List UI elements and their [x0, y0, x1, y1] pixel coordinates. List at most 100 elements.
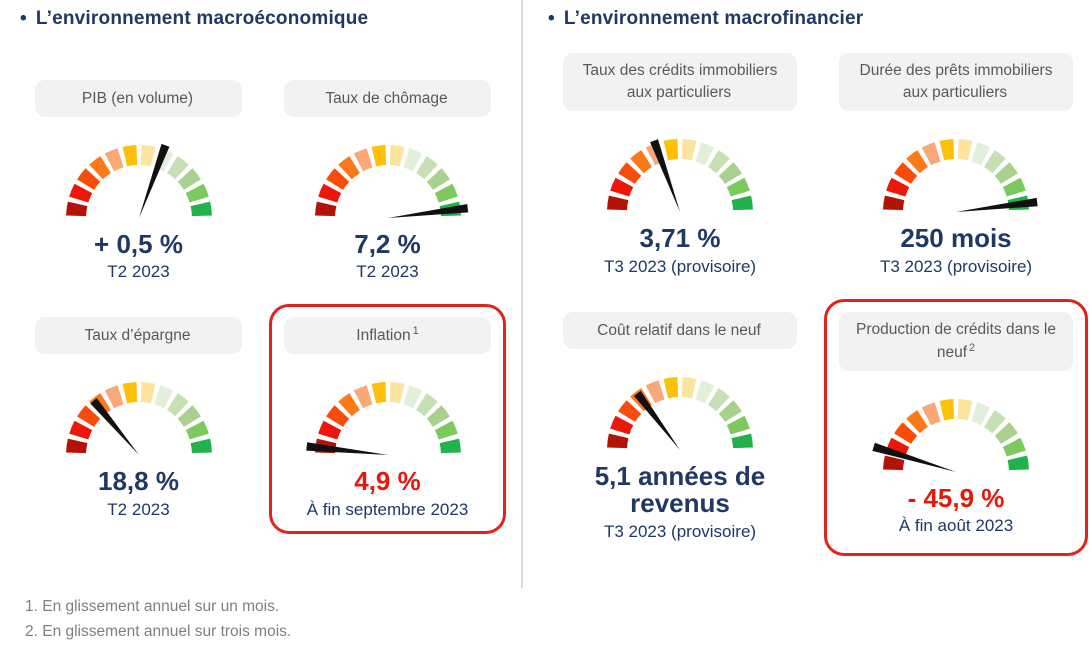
- gauge-segment: [434, 421, 458, 440]
- gauge-segment: [415, 155, 438, 179]
- gauge-inflation: [303, 363, 473, 463]
- indicator-label-text: Durée des prêts immobiliers aux particul…: [859, 61, 1053, 102]
- gauge-segment: [65, 201, 87, 216]
- indicator-label: PIB (en volume): [35, 79, 242, 117]
- gauge-segment: [68, 421, 92, 440]
- gauge-segment: [426, 405, 450, 428]
- gauge-segment: [618, 162, 642, 185]
- gauge-segment: [353, 385, 372, 409]
- gauge-segment: [894, 421, 918, 444]
- indicator-period: T3 2023 (provisoire): [603, 256, 757, 276]
- gauge-segment: [957, 139, 973, 161]
- gauge-segment: [439, 438, 461, 454]
- gauge-segment: [88, 155, 111, 179]
- gauge-segment: [607, 195, 629, 211]
- gauge-segment: [883, 195, 905, 211]
- gauge-needle: [305, 442, 388, 456]
- gauge-cout-relatif: [595, 358, 765, 458]
- gauge-segment: [1002, 437, 1026, 457]
- gauge-segment: [185, 421, 209, 440]
- gauge-segment: [607, 433, 629, 449]
- gauge-segment: [971, 142, 991, 166]
- gauge-segment: [883, 455, 905, 470]
- gauge-segment: [122, 144, 137, 167]
- gauge-pib: [54, 126, 224, 226]
- gauge-segment: [317, 421, 341, 440]
- gauge-needle: [650, 139, 680, 213]
- gauge-segment: [726, 415, 750, 435]
- gauge-segment: [610, 415, 634, 435]
- indicator-value: 250 mois: [900, 223, 1012, 254]
- gauge-segment: [325, 405, 349, 428]
- gauge-segment: [389, 382, 404, 404]
- indicator-card-pib: PIB (en volume) + 0,5 % T2 2023: [20, 67, 257, 297]
- indicator-value: - 45,9 %: [907, 482, 1005, 513]
- gauge-segment: [663, 139, 679, 161]
- section-macrofinancier: • L’environnement macrofinancier Taux de…: [548, 8, 1088, 557]
- gauge-segment: [939, 398, 955, 421]
- gauge-segment: [921, 142, 941, 166]
- gauge-segment: [337, 155, 360, 179]
- gauge-segment: [708, 388, 730, 412]
- indicator-value: + 0,5 %: [94, 228, 183, 259]
- gauge-chomage: [303, 126, 473, 226]
- indicator-label-text: Taux de chômage: [325, 89, 448, 107]
- indicator-value: 7,2 %: [354, 228, 421, 259]
- vertical-divider: [521, 0, 523, 588]
- gauge-segment: [314, 201, 336, 216]
- indicator-label: Inflation 1: [284, 317, 491, 355]
- gauge-segment: [984, 150, 1006, 174]
- gauge-needle: [387, 203, 468, 218]
- gauge-segment: [906, 409, 928, 433]
- gauge-segment: [939, 139, 955, 161]
- indicator-card-inflation: Inflation 1 4,9 % À fin septembre 2023: [269, 304, 506, 535]
- footnote-2: 2. En glissement annuel sur trois mois.: [25, 622, 292, 640]
- gauge-chart: [314, 144, 468, 218]
- gauge-segment: [166, 393, 189, 417]
- gauge-segment: [190, 201, 212, 216]
- gauge-chart: [65, 382, 212, 456]
- indicator-period: À fin septembre 2023: [306, 499, 469, 519]
- cards-grid: PIB (en volume) + 0,5 % T2 2023 Taux de …: [20, 67, 506, 535]
- section-title-macrofinancier: • L’environnement macrofinancier: [548, 8, 1088, 31]
- gauge-epargne: [54, 363, 224, 463]
- gauge-segment: [726, 178, 750, 197]
- section-macroeconomique: • L’environnement macroéconomique PIB (e…: [20, 8, 506, 535]
- indicator-card-duree-prets: Durée des prêts immobiliers aux particul…: [824, 40, 1088, 291]
- gauge-segment: [708, 150, 730, 174]
- gauge-segment: [886, 178, 910, 197]
- gauge-segment: [957, 398, 973, 421]
- gauge-needle: [956, 198, 1038, 213]
- gauge-segment: [663, 377, 679, 399]
- indicator-label-text: Taux des crédits immobiliers aux particu…: [582, 61, 778, 102]
- gauge-segment: [1002, 178, 1026, 197]
- gauge-segment: [371, 144, 386, 167]
- gauge-duree-prets: [871, 120, 1041, 220]
- gauge-segment: [695, 380, 715, 404]
- gauge-segment: [681, 377, 697, 399]
- gauge-segment: [921, 401, 941, 425]
- gauge-segment: [166, 155, 189, 179]
- footnote-1: 1. En glissement annuel sur un mois.: [25, 598, 280, 615]
- footnotes: 1. En glissement annuel sur un mois. 2. …: [25, 595, 291, 645]
- gauge-chart: [607, 139, 753, 213]
- indicator-value: 5,1 années de revenus: [594, 461, 766, 519]
- gauge-segment: [971, 401, 991, 425]
- footnote-ref: 2: [969, 341, 976, 354]
- indicator-period: T2 2023: [107, 261, 170, 281]
- gauge-segment: [403, 385, 422, 409]
- gauge-segment: [104, 385, 123, 409]
- gauge-segment: [104, 147, 123, 171]
- indicator-label-text: PIB (en volume): [81, 89, 194, 107]
- indicator-period: T2 2023: [107, 499, 170, 519]
- indicator-card-chomage: Taux de chômage 7,2 % T2 2023: [269, 67, 506, 297]
- indicator-label-text: Production de crédits dans le neuf: [856, 321, 1056, 362]
- gauge-segment: [317, 183, 341, 203]
- gauge-segment: [76, 167, 100, 190]
- gauge-segment: [906, 150, 928, 174]
- section-title-text: L’environnement macroéconomique: [35, 8, 369, 29]
- gauge-segment: [731, 195, 753, 211]
- section-title-macroeconomique: • L’environnement macroéconomique: [20, 8, 506, 31]
- gauge-needle: [138, 143, 169, 218]
